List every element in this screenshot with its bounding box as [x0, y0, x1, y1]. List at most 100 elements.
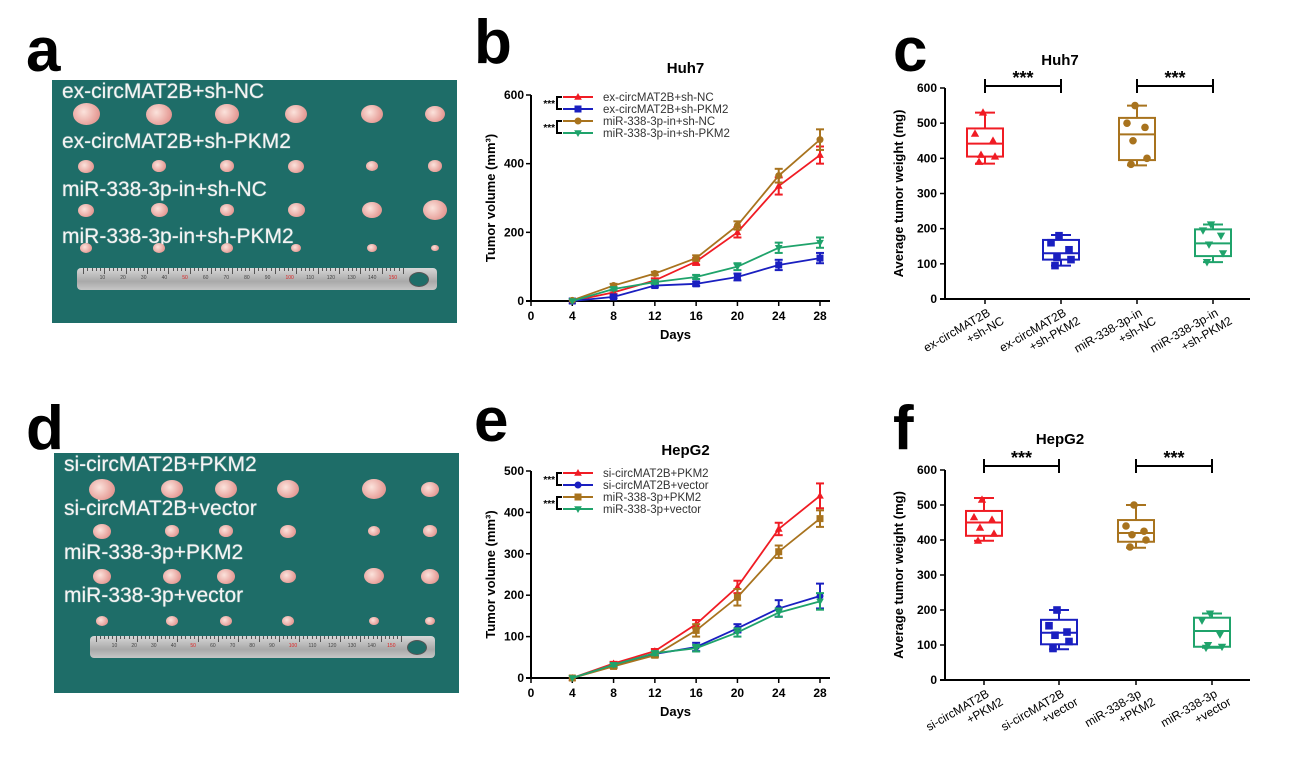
- panel-letter-b: b: [474, 8, 512, 77]
- significance-bracket: [556, 96, 562, 110]
- box-iqr: [1118, 116, 1156, 162]
- line-chart-e: HepG2 0 100 200 300 400 500 0 4 8 12 16 20 24 28 Days Tu…: [483, 442, 830, 719]
- tumor-specimen: [89, 478, 115, 500]
- ruler-tick: [388, 636, 390, 639]
- ruler-tick: [238, 636, 240, 642]
- ruler-tick: [236, 268, 238, 271]
- ruler-tick: [396, 636, 398, 639]
- tumor-specimen: [421, 481, 439, 497]
- data-point: [1198, 227, 1208, 235]
- ruler-tick: [121, 268, 123, 271]
- ruler-tick: [215, 268, 217, 271]
- ruler-tick: [368, 636, 370, 639]
- y-tick-label: 100: [917, 257, 937, 271]
- ruler-tick: [360, 268, 362, 274]
- series-3: [568, 592, 824, 683]
- ruler-tick: [340, 636, 341, 642]
- tumor-specimen: [93, 523, 111, 539]
- ruler-tick: [165, 636, 167, 639]
- x-tick-label: 4: [569, 309, 576, 323]
- ruler-tick: [100, 268, 102, 271]
- y-tick-label: 0: [930, 292, 937, 306]
- data-point: [969, 512, 979, 521]
- category-label: si-circMAT2B+PKM2: [923, 682, 1005, 746]
- data-point: [1131, 101, 1139, 110]
- ruler-tick: [206, 268, 208, 271]
- x-tick-label: 20: [731, 686, 745, 700]
- data-point: [1140, 527, 1148, 536]
- tumor-specimen: [364, 568, 384, 585]
- data-point: [1217, 643, 1227, 652]
- ruler-tick: [304, 268, 306, 271]
- ruler-tick: [348, 636, 350, 639]
- tumor-specimen: [219, 525, 233, 537]
- ruler-tick: [155, 268, 157, 271]
- significance-label: ***: [543, 99, 555, 110]
- ruler-number: 130: [347, 643, 357, 649]
- significance-label: ***: [1011, 448, 1032, 468]
- ruler-tick: [266, 636, 268, 639]
- tumor-specimen: [425, 617, 435, 626]
- x-tick-label: 0: [528, 686, 535, 700]
- ruler-tick: [144, 636, 146, 639]
- legend-label: ex-circMAT2B+sh-NC: [603, 92, 714, 104]
- ruler-number: 20: [131, 643, 137, 649]
- ruler-tick: [218, 636, 219, 642]
- ruler-tick: [151, 268, 153, 271]
- chart-title: Huh7: [1041, 52, 1079, 69]
- data-point: [692, 280, 700, 288]
- tumor-specimen: [425, 106, 445, 123]
- ruler-number: 40: [161, 275, 168, 281]
- significance-bracket: [556, 472, 562, 486]
- significance-label: ***: [1012, 68, 1033, 88]
- data-point: [987, 515, 997, 523]
- ruler-tick: [120, 636, 122, 639]
- tumor-specimen: [423, 525, 437, 537]
- ruler-number: 40: [170, 643, 177, 649]
- ruler-tick: [270, 268, 272, 271]
- box-2: miR-338-3p+PKM2: [1082, 501, 1158, 730]
- ruler-tick: [330, 268, 332, 271]
- data-point: [1065, 637, 1073, 646]
- ruler-tick: [335, 636, 337, 639]
- photo-label: miR-338-3p-in+sh-NC: [62, 178, 267, 201]
- data-point: [1142, 536, 1150, 544]
- ruler-tick: [138, 268, 140, 271]
- tumor-specimen: [166, 616, 178, 627]
- data-point: [816, 515, 824, 523]
- data-point: [816, 136, 824, 144]
- ruler-tick: [189, 268, 191, 274]
- x-tick-label: 28: [813, 686, 827, 700]
- data-point: [973, 536, 983, 544]
- ruler-tick: [279, 268, 281, 271]
- ruler-tick: [403, 268, 404, 274]
- tumor-specimen: [220, 204, 234, 216]
- ruler-tick: [161, 636, 163, 639]
- data-point: [1128, 530, 1136, 539]
- data-point: [977, 495, 987, 503]
- ruler-number: 80: [244, 275, 250, 281]
- photo-label: ex-circMAT2B+sh-NC: [62, 80, 265, 103]
- ruler-tick: [164, 268, 166, 271]
- legend-label: miR-338-3p-in+sh-PKM2: [603, 128, 730, 140]
- ruler-number: 120: [326, 275, 336, 281]
- tumor-specimen: [287, 203, 305, 218]
- photo-label: ex-circMAT2B+sh-PKM2: [62, 130, 291, 153]
- panel-letter-e: e: [474, 386, 509, 455]
- data-point: [568, 675, 577, 683]
- data-point: [692, 645, 700, 653]
- x-tick-label: 24: [772, 686, 786, 700]
- tumor-specimen: [80, 243, 92, 254]
- ruler-number: 150: [387, 643, 396, 649]
- tumor-specimen: [78, 203, 94, 217]
- box-2: miR-338-3p-in+sh-NC: [1072, 101, 1159, 356]
- ruler-tick: [230, 636, 232, 639]
- y-tick-label: 400: [504, 157, 524, 171]
- tumor-specimen: [215, 480, 237, 499]
- x-axis-label: Days: [660, 704, 691, 719]
- legend-label: miR-338-3p+vector: [603, 504, 701, 516]
- y-axis-label: Tumor volume (mm³): [483, 510, 498, 638]
- y-tick-label: 500: [917, 116, 937, 130]
- y-tick-label: 200: [917, 603, 937, 617]
- ruler-tick: [303, 636, 305, 639]
